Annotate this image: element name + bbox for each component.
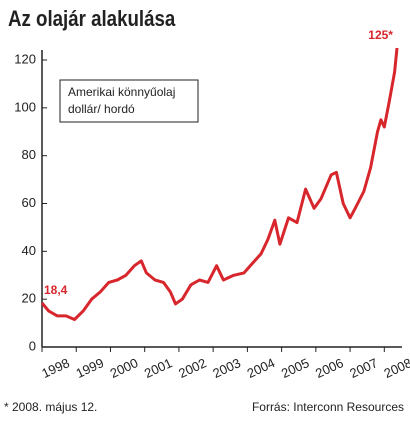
x-tick-label: 2005: [279, 355, 312, 381]
x-tick-label: 1998: [39, 355, 72, 381]
line: [40, 47, 399, 321]
box-text: Amerikai könnyűolaj: [68, 85, 175, 99]
y-tick-label: 60: [22, 195, 36, 210]
y-tick-label: 120: [14, 51, 36, 66]
x-tick-label: 2004: [245, 355, 278, 381]
y-tick-label: 40: [22, 243, 36, 258]
value-label: 125*: [368, 28, 393, 42]
x-tick-label: 1999: [74, 355, 107, 381]
x-tick-label: 2002: [176, 355, 209, 381]
y-tick-label: 20: [22, 291, 36, 306]
y-tick-label: 100: [14, 99, 36, 114]
footnote: * 2008. május 12.: [4, 400, 97, 414]
box-text: dollár/ hordó: [68, 102, 135, 116]
x-tick-label: 2003: [210, 355, 243, 381]
x-tick-label: 2006: [313, 355, 346, 381]
y-tick-label: 80: [22, 147, 36, 162]
x-tick-label: 2000: [108, 355, 141, 381]
y-tick-label: 0: [29, 338, 36, 353]
x-tick-label: 2001: [142, 355, 175, 381]
chart-title: Az olajár alakulása: [8, 7, 176, 31]
x-tick-label: 2008: [382, 355, 410, 381]
value-label: 18,4: [44, 283, 68, 297]
x-tick-label: 2007: [347, 355, 380, 381]
source: Forrás: Interconn Resources: [252, 400, 404, 414]
legend-box: [59, 79, 199, 123]
